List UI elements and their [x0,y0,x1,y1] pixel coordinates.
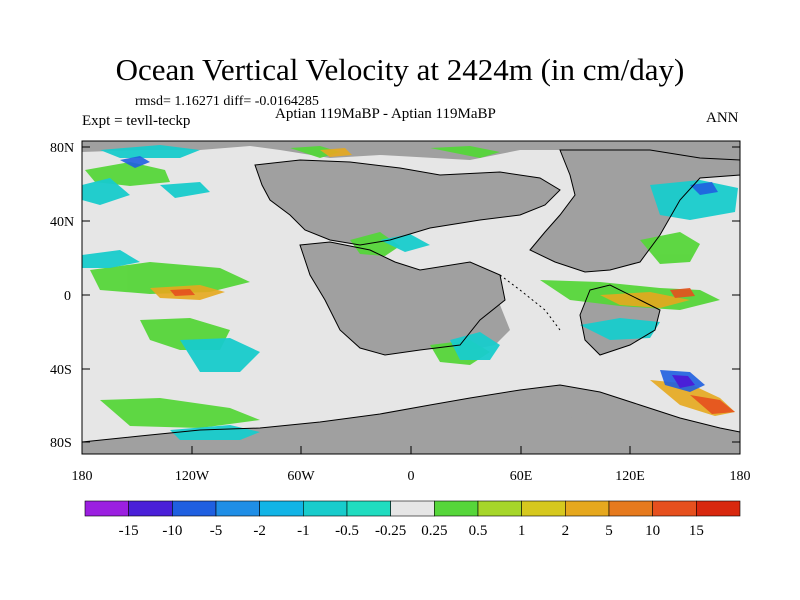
colorbar-label: 5 [605,523,613,539]
colorbar-label: -0.25 [375,523,406,539]
colorbar-label: 0.25 [421,523,447,539]
lon-label-60w: 60W [287,469,315,484]
colorbar-box [477,500,522,517]
colorbar-label: -5 [210,523,223,539]
colorbar-box [303,500,348,517]
colorbar-label: -0.5 [335,523,359,539]
colorbar-box [259,500,304,517]
lon-label-120e: 120E [615,469,645,484]
lat-label-0: 0 [64,289,71,304]
map-title: Ocean Vertical Velocity at 2424m (in cm/… [115,52,685,87]
lat-label-40s: 40S [50,363,72,378]
colorbar-box [172,500,217,517]
lon-label-180e: 180 [730,469,751,484]
colorbar-label: -10 [162,523,182,539]
axis-ticks [81,146,741,454]
colorbar [84,500,741,517]
colorbar-label: 2 [562,523,570,539]
colorbar-label: 15 [689,523,704,539]
lon-label-120w: 120W [175,469,210,484]
experiment-label: Expt = tevll-teckp [82,113,191,129]
colorbar-label: -15 [119,523,139,539]
colorbar-box [521,500,566,517]
colorbar-label: 1 [518,523,526,539]
colorbar-box [608,500,653,517]
lon-label-180w: 180 [72,469,93,484]
extreme-negative-patches [672,375,695,388]
colorbar-box [390,500,435,517]
colorbar-box [346,500,391,517]
colorbar-label: 10 [645,523,660,539]
colorbar-label: -1 [297,523,310,539]
lat-label-80s: 80S [50,436,72,451]
stats-text: rmsd= 1.16271 diff= -0.0164285 [135,94,319,109]
coastlines [81,149,741,443]
lat-label-80n: 80N [50,141,74,156]
lon-label-0: 0 [408,469,415,484]
colorbar-labels: -15 -10 -5 -2 -1 -0.5 -0.25 0.25 0.5 1 2 5 10 15 [119,523,704,539]
lon-label-60e: 60E [510,469,533,484]
period-label: Aptian 119MaBP - Aptian 119MaBP [275,106,496,122]
colorbar-box [215,500,260,517]
colorbar-box [434,500,479,517]
colorbar-label: 0.5 [469,523,488,539]
colorbar-box [696,500,741,517]
hot-patches [170,288,735,414]
colorbar-box [84,500,129,517]
colorbar-box [565,500,610,517]
colorbar-box [652,500,697,517]
lat-label-40n: 40N [50,215,74,230]
colorbar-label: -2 [253,523,266,539]
colorbar-box [128,500,173,517]
season-label: ANN [706,110,739,126]
